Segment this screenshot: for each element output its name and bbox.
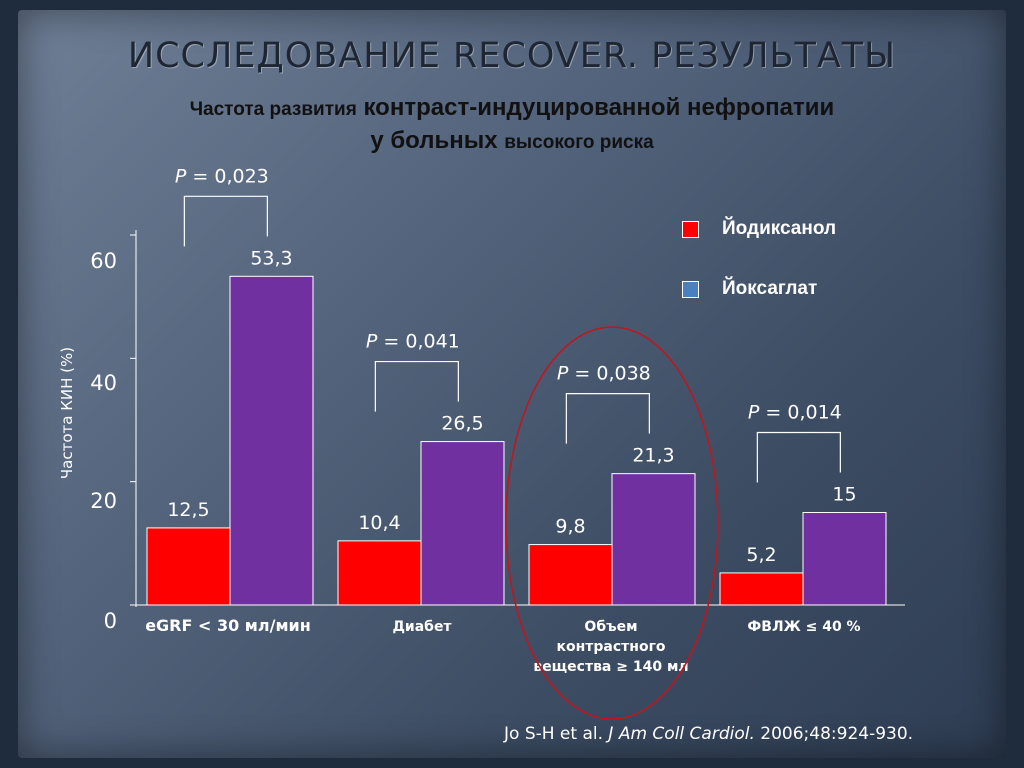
- highlight-ellipse: [505, 326, 719, 720]
- bar-iodixanol: [528, 544, 613, 606]
- bar-iodixanol: [337, 540, 422, 606]
- bar-value-label: 26,5: [441, 413, 483, 435]
- p-value-bracket: [374, 360, 459, 412]
- p-value-bracket: [565, 393, 650, 444]
- citation-journal: J Am Coll Cardiol.: [608, 724, 755, 744]
- legend-item-ioxaglate: Йоксаглат: [682, 278, 817, 300]
- bar-ioxaglate: [802, 512, 887, 606]
- y-tick-label: 0: [104, 609, 117, 633]
- bar-ioxaglate: [611, 473, 696, 606]
- p-value-bracket: [183, 195, 268, 247]
- bar-value-label: 15: [832, 484, 856, 506]
- bar-value-label: 21,3: [632, 445, 674, 467]
- slide-title: ИССЛЕДОВАНИЕ RECOVER. РЕЗУЛЬТАТЫ: [127, 36, 897, 76]
- y-tick-label: 40: [90, 371, 117, 395]
- y-axis-label: Частота КИН (%): [58, 347, 76, 479]
- subtitle-part: высокого риска: [504, 132, 654, 153]
- subtitle-part: Частота развития: [189, 99, 357, 120]
- legend-item-iodixanol: Йодиксанол: [682, 218, 836, 240]
- category-label: eGRF < 30 мл/мин: [145, 616, 311, 635]
- citation: Jo S-H et al. J Am Coll Cardiol. 2006;48…: [504, 724, 913, 744]
- y-tick-label: 20: [90, 489, 117, 513]
- bar-value-label: 9,8: [555, 516, 585, 538]
- legend-swatch: [682, 220, 699, 238]
- bar-value-label: 10,4: [358, 512, 400, 534]
- category-label: ФВЛЖ ≤ 40 %: [747, 619, 860, 635]
- subtitle-part: у больных: [370, 127, 498, 154]
- bar-ioxaglate: [229, 275, 314, 606]
- p-value-label: P = 0,014: [748, 402, 842, 424]
- bar-value-label: 5,2: [746, 544, 776, 566]
- citation-authors: Jo S-H et al.: [504, 724, 604, 744]
- p-value-label: P = 0,041: [366, 331, 460, 353]
- bar-value-label: 12,5: [167, 499, 209, 521]
- p-value-bracket: [756, 431, 841, 483]
- bar-iodixanol: [719, 572, 804, 606]
- subtitle-part: контраст-индуцированной нефропатии: [363, 94, 835, 121]
- p-value-label: P = 0,038: [557, 363, 651, 385]
- category-label: контрастного: [556, 639, 665, 655]
- citation-ref: 2006;48:924-930.: [760, 724, 914, 744]
- y-tick-label: 60: [90, 249, 117, 273]
- legend-label: Йодиксанол: [722, 218, 837, 239]
- category-label: Диабет: [392, 619, 452, 635]
- category-label: Объем: [584, 619, 637, 635]
- slide-subtitle: Частота развития контраст-индуцированной…: [0, 92, 1024, 158]
- bar-iodixanol: [146, 527, 231, 606]
- slide-frame: [18, 10, 1006, 758]
- bar-value-label: 53,3: [250, 247, 292, 269]
- bar-ioxaglate: [420, 441, 505, 606]
- category-label: вещества ≥ 140 мл: [533, 659, 688, 675]
- legend-label: Йоксаглат: [722, 278, 818, 299]
- legend-swatch: [682, 280, 699, 298]
- p-value-label: P = 0,023: [175, 165, 269, 187]
